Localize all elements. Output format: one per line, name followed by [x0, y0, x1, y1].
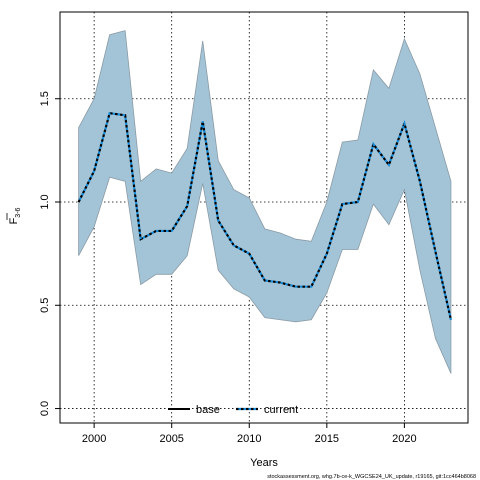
y-tick-label: 0.5: [39, 298, 51, 313]
x-tick-label: 2015: [315, 433, 339, 445]
svg-text:F3-6: F3-6: [8, 207, 22, 224]
x-axis-title: Years: [250, 457, 278, 469]
plot-frame: [59, 11, 469, 424]
series-lines: [77, 111, 453, 320]
x-tick-label: 2020: [392, 433, 416, 445]
y-tick-label: 0.0: [39, 401, 51, 416]
y-axis-title: F3-6: [6, 207, 22, 224]
legend-label-current: current: [264, 404, 298, 416]
legend: base current: [168, 404, 298, 416]
footer-note: stockassessment.org, whg.7b-ce-k_WGCSE24…: [267, 474, 476, 480]
x-tick-label: 2010: [237, 433, 261, 445]
y-axis-title-main: F: [8, 217, 20, 224]
confidence-band-area: [78, 30, 452, 374]
series-line-current-alt: [77, 111, 453, 320]
series-line-current: [77, 111, 453, 320]
y-axis: 0.0 0.5 1.0 1.5: [39, 91, 60, 416]
x-tick-label: 2000: [82, 433, 106, 445]
legend-label-base: base: [196, 404, 220, 416]
y-tick-label: 1.5: [39, 91, 51, 106]
y-axis-title-subscript: 3-6: [15, 207, 22, 217]
y-tick-label: 1.0: [39, 194, 51, 209]
x-tick-label: 2005: [159, 433, 183, 445]
x-axis: 2000 2005 2010 2015 2020: [82, 423, 417, 445]
confidence-band: [78, 30, 452, 374]
